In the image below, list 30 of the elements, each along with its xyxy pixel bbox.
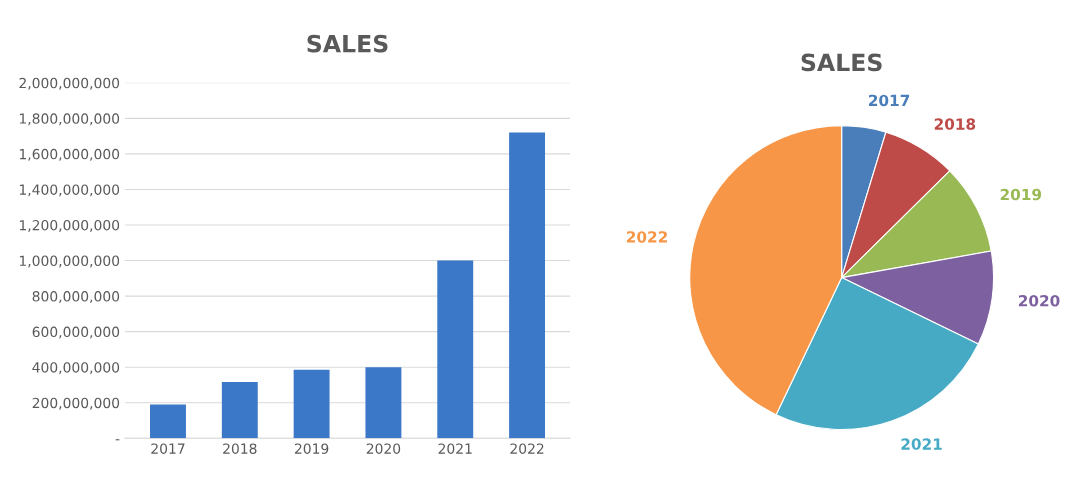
bar [150,404,186,439]
x-tick-label: 2021 [438,443,472,454]
chart-title: SALES [801,53,882,72]
bar [293,369,330,439]
y-tick-label: 1,800,000,000 [19,113,120,126]
bar [509,132,546,439]
bar [365,367,402,439]
bar [437,260,474,439]
slice-label: 2020 [1018,294,1060,307]
slice-label: 2018 [934,118,976,130]
y-tick-label: 1,400,000,000 [19,184,120,197]
x-tick-label: 2018 [223,443,257,454]
y-tick-label: 800,000,000 [32,291,120,303]
y-tick-label: 1,600,000,000 [19,148,120,161]
x-tick-label: 2017 [151,443,185,454]
y-tick-label: - [115,439,120,441]
slice-label: 2022 [626,231,667,243]
x-tick-label: 2022 [510,443,544,454]
x-tick-label: 2019 [294,443,329,454]
y-tick-label: 2,000,000,000 [19,77,120,90]
y-tick-label: 200,000,000 [32,397,120,410]
y-tick-label: 1,000,000,000 [19,255,120,268]
y-tick-label: 400,000,000 [32,362,120,375]
y-tick-label: 600,000,000 [32,326,120,339]
x-tick-label: 2020 [366,443,401,454]
slice-label: 2017 [869,94,910,107]
slice-label: 2019 [1000,188,1042,201]
bar [221,381,258,439]
y-tick-label: 1,200,000,000 [19,219,120,232]
chart-title: SALES [307,34,388,53]
